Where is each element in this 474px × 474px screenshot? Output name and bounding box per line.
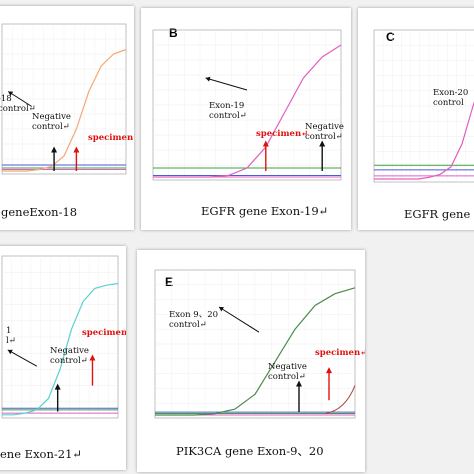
negative-label-d: Negative control↵	[50, 346, 89, 366]
pointer-arrow-head	[205, 76, 211, 82]
exon-label-b-suffix: control↵	[209, 111, 247, 121]
chart-c	[373, 29, 474, 183]
exon-label-e-suffix: control↵	[169, 320, 207, 330]
pointer-arrow-head	[7, 349, 13, 355]
negative-arrow-head	[319, 140, 326, 147]
pointer-arrow	[7, 91, 33, 107]
negative-label-e: Negative control↵	[268, 362, 307, 382]
panel-letter-e: E	[165, 275, 174, 289]
amplification-curve	[155, 287, 356, 416]
panel-letter-b: B	[169, 26, 178, 40]
pointer-arrow	[218, 306, 260, 333]
caption-d: ene Exon-21↵	[0, 447, 83, 461]
negative-arrow-head	[296, 380, 302, 387]
negative-label-b-control: control↵	[305, 132, 343, 142]
exon-label-d: 1 l↵	[6, 326, 16, 346]
specimen-arrow-head	[326, 367, 332, 374]
specimen-label-a: specimen	[88, 133, 134, 143]
panel-c: C Exon-20 control EGFR gene I	[358, 8, 474, 230]
pointer-arrow	[7, 349, 38, 367]
exon-label-b-text: Exon-19	[209, 101, 245, 111]
specimen-curve	[324, 385, 356, 415]
panel-d: 1 l↵ specimen↵ Negative control↵ ene Exo…	[0, 246, 126, 470]
caption-c: EGFR gene I	[404, 207, 474, 221]
negative-label-a-control: control↵	[32, 122, 70, 132]
caption-e: PIK3CA gene Exon-9、20	[176, 444, 324, 458]
pointer-arrow-head	[8, 91, 14, 96]
negative-label-a-text: Negative	[32, 112, 71, 122]
caption-a: geneExon-18	[1, 205, 78, 219]
specimen-arrow-head	[262, 140, 269, 147]
negative-arrow-head	[51, 146, 58, 153]
negative-label-d-control: control↵	[50, 356, 88, 366]
specimen-label-d: specimen↵	[82, 328, 126, 338]
negative-label-e-control: control↵	[268, 372, 306, 382]
panel-e: E Exon 9、20 control↵ Negative control↵ s…	[137, 250, 365, 472]
specimen-arrow-head	[73, 146, 80, 153]
exon-label-d-text: 1	[6, 326, 12, 336]
chart-a	[1, 23, 127, 175]
panel-letter-c: C	[386, 30, 395, 44]
exon-label-c: Exon-20 control	[433, 88, 468, 108]
amplification-curve	[2, 48, 127, 172]
exon-label-e-text: Exon 9、20	[169, 310, 219, 320]
caption-b: EGFR gene Exon-19↵	[201, 204, 329, 218]
exon-label-a: -18 control↵	[0, 94, 36, 114]
exon-label-d-suffix: l↵	[6, 336, 16, 346]
negative-arrow-head	[54, 383, 61, 390]
exon-label-c-suffix: control	[433, 98, 464, 108]
negative-label-d-text: Negative	[50, 346, 89, 356]
negative-label-a: Negative control↵	[32, 112, 71, 132]
pointer-arrow-head	[219, 307, 224, 312]
panel-b: B Exon-19 control↵ Negative control↵ spe…	[141, 8, 351, 230]
exon-label-a-suffix: control↵	[0, 104, 36, 114]
amplification-curve	[374, 101, 474, 180]
specimen-label-e: specimen↵	[315, 348, 365, 358]
chart-d	[1, 255, 119, 419]
exon-label-e: Exon 9、20 control↵	[169, 310, 218, 330]
amplification-curve	[2, 282, 119, 416]
negative-label-b: Negative control↵	[305, 122, 344, 142]
pointer-arrow	[205, 77, 248, 91]
exon-label-a-text: -18	[0, 94, 12, 104]
specimen-arrow-head	[89, 354, 96, 361]
chart-e	[154, 269, 356, 419]
negative-label-e-text: Negative	[268, 362, 307, 372]
amplification-curve	[153, 44, 342, 178]
exon-label-b: Exon-19 control↵	[209, 101, 247, 121]
exon-label-c-text: Exon-20	[433, 88, 469, 98]
negative-label-b-text: Negative	[305, 122, 344, 132]
specimen-label-b: specimen↵	[256, 129, 309, 139]
panel-a: -18 control↵ Negative control↵ specimen …	[0, 6, 134, 230]
chart-b	[152, 29, 342, 181]
